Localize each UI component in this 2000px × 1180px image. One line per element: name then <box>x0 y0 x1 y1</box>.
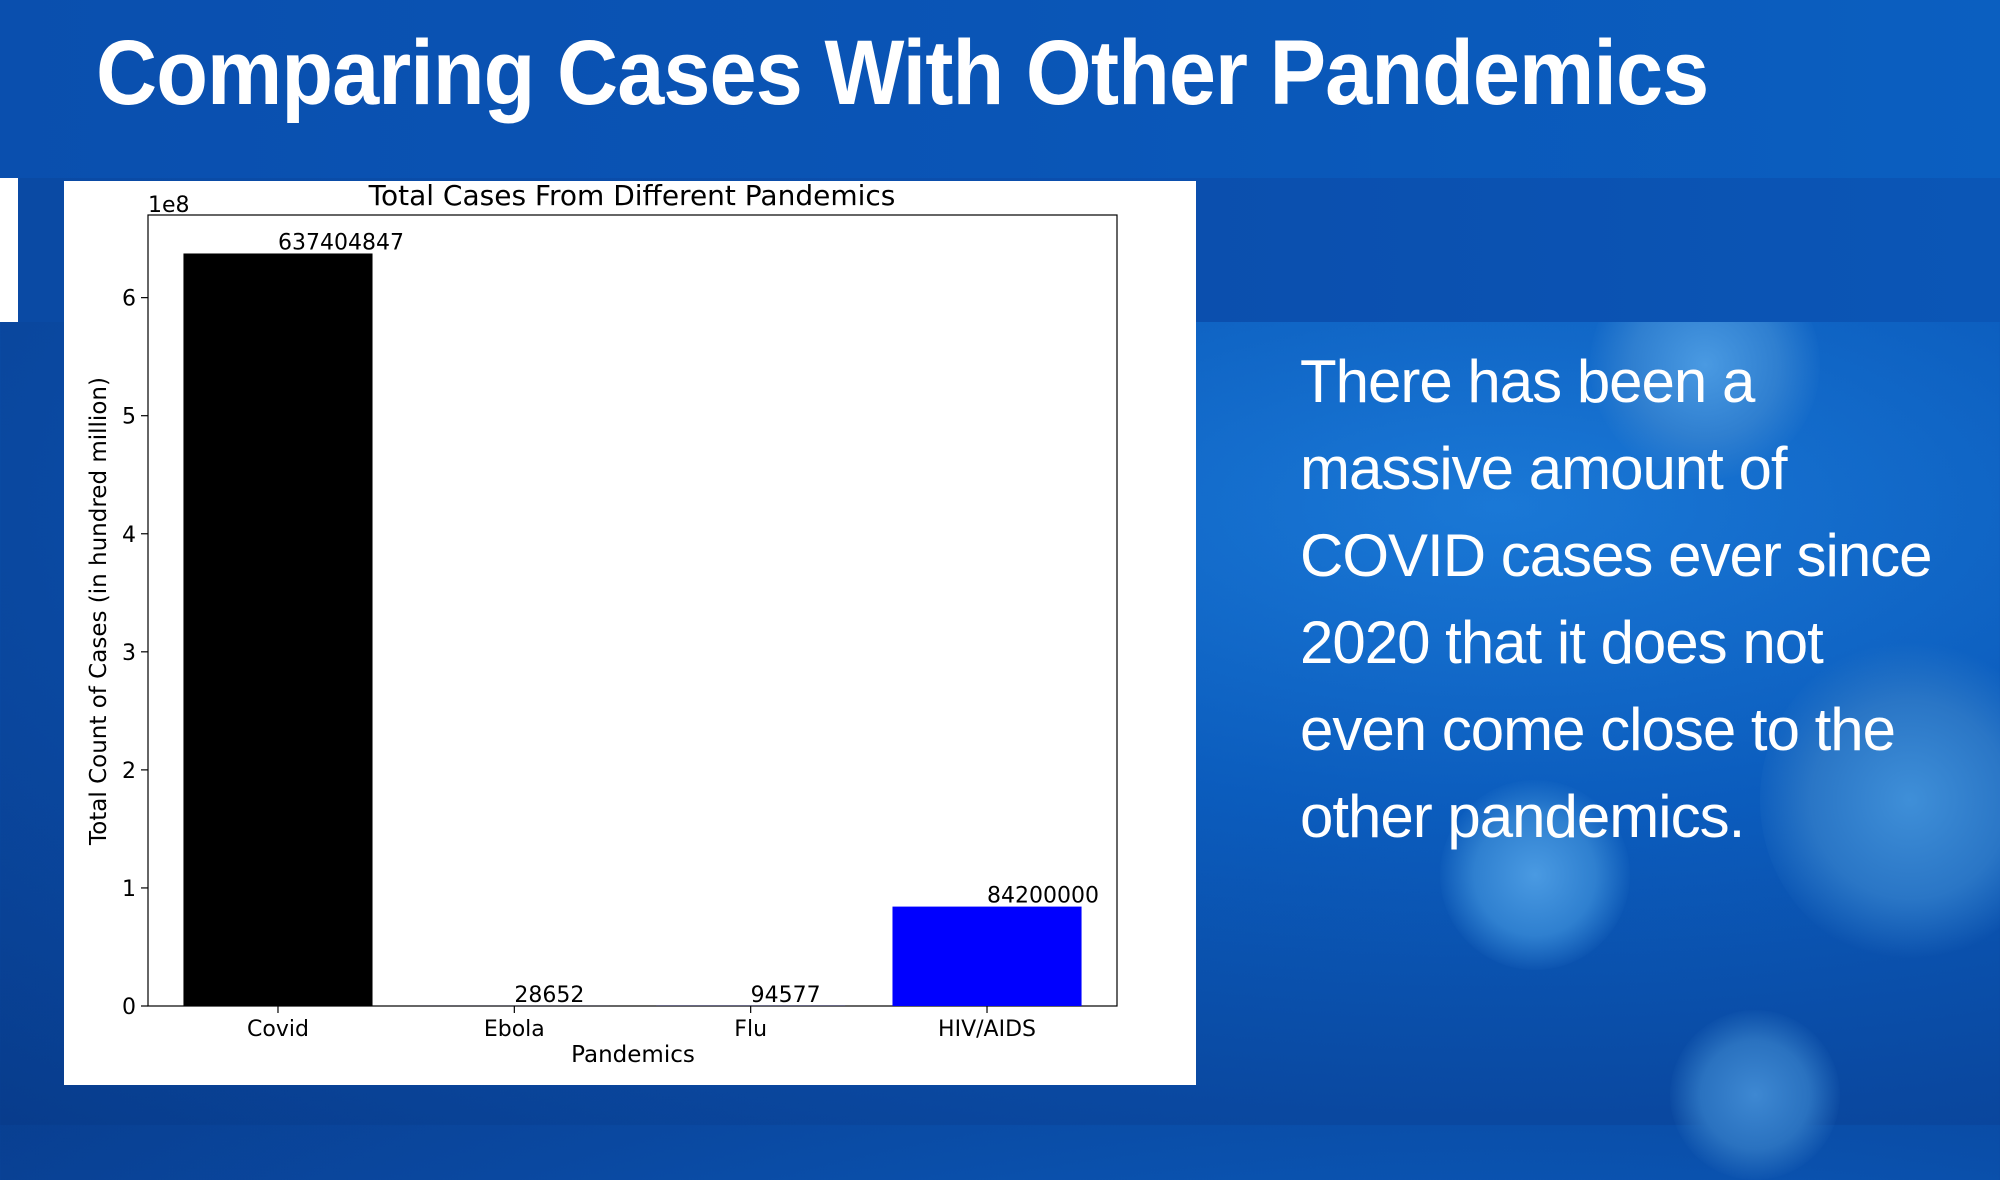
chart-panel: Total Cases From Different Pandemics 1e8… <box>64 181 1196 1085</box>
y-tick-label: 0 <box>122 995 136 1020</box>
bar-value-label: 94577 <box>751 983 821 1008</box>
slide-body-text: There has been a massive amount of COVID… <box>1300 338 1940 860</box>
axis-offset-label: 1e8 <box>148 193 190 218</box>
bar-value-label: 84200000 <box>987 884 1099 909</box>
bar-chart: Total Cases From Different Pandemics 1e8… <box>64 181 1196 1085</box>
y-tick-label: 3 <box>122 641 136 666</box>
slide-title: Comparing Cases With Other Pandemics <box>96 18 1708 128</box>
accent-strip <box>0 178 18 322</box>
x-tick-label: Ebola <box>484 1017 545 1042</box>
y-tick-label: 4 <box>122 523 136 548</box>
x-tick-label: HIV/AIDS <box>938 1017 1036 1042</box>
y-tick-label: 6 <box>122 287 136 312</box>
bar-value-label: 637404847 <box>278 230 404 255</box>
y-tick-label: 1 <box>122 877 136 902</box>
y-tick-label: 5 <box>122 405 136 430</box>
y-axis-label: Total Count of Cases (in hundred million… <box>86 377 112 846</box>
bar-value-label: 28652 <box>514 983 584 1008</box>
x-axis-label: Pandemics <box>571 1042 695 1068</box>
chart-title: Total Cases From Different Pandemics <box>368 181 896 212</box>
bar-covid <box>183 253 372 1006</box>
x-tick-label: Flu <box>734 1017 767 1042</box>
bar-hiv-aids <box>892 907 1081 1006</box>
y-tick-label: 2 <box>122 759 136 784</box>
x-tick-label: Covid <box>247 1017 309 1042</box>
virus-decoration <box>1670 1010 1840 1180</box>
